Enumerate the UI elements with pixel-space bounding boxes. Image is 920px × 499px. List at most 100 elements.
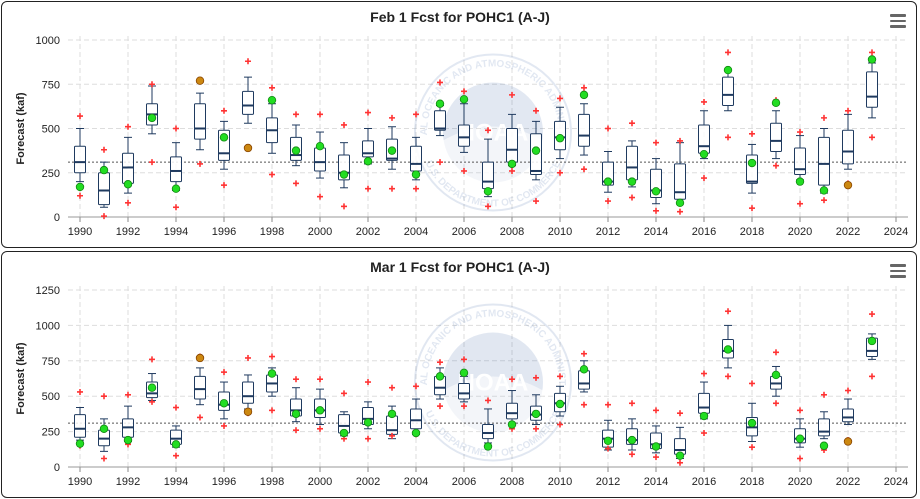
box-1993 <box>146 85 158 135</box>
x-tick-label: 2000 <box>308 226 332 238</box>
observed-point <box>99 424 109 433</box>
x-tick-label: 2018 <box>740 476 764 488</box>
observed-point <box>99 165 109 175</box>
extreme-high-marker <box>149 81 155 88</box>
x-tick-label: 2010 <box>548 226 572 238</box>
box-1995 <box>194 92 206 151</box>
observed-point <box>819 441 829 450</box>
extreme-low-marker <box>437 159 443 166</box>
extreme-high-marker <box>125 391 131 398</box>
observed-point <box>243 143 253 153</box>
observed-point <box>579 365 589 374</box>
box-1994 <box>170 425 182 448</box>
observed-point <box>459 95 469 104</box>
extreme-low-marker <box>773 400 779 407</box>
extreme-low-marker <box>293 180 299 187</box>
extreme-low-marker <box>605 198 611 205</box>
x-tick-label: 2006 <box>452 476 476 488</box>
watermark-ring <box>414 53 572 212</box>
x-tick-label: 2012 <box>596 226 620 238</box>
extreme-low-marker <box>101 213 107 220</box>
box-iqr <box>722 76 734 106</box>
x-tick-label: 2022 <box>836 476 860 488</box>
x-tick-label: 2012 <box>596 476 620 488</box>
x-tick-label: 2024 <box>884 476 908 488</box>
y-tick-label: 750 <box>42 356 60 368</box>
observed-point <box>531 409 541 419</box>
extreme-high-marker <box>533 374 539 381</box>
extreme-high-marker <box>341 121 347 128</box>
observed-point <box>699 411 709 421</box>
x-tick-label: 1992 <box>116 476 140 488</box>
y-tick-label: 1000 <box>36 320 60 332</box>
extreme-low-marker <box>581 166 587 173</box>
extreme-high-marker <box>677 137 683 144</box>
box-iqr <box>458 124 470 147</box>
box-1998 <box>266 367 278 397</box>
extreme-high-marker <box>461 356 467 363</box>
box-2021 <box>818 128 830 194</box>
extreme-high-marker <box>797 129 803 136</box>
observed-point <box>771 98 781 108</box>
extreme-low-marker <box>749 205 755 212</box>
observed-point <box>411 428 421 438</box>
extreme-high-marker <box>389 114 395 121</box>
extreme-low-marker <box>629 194 635 201</box>
box-chart-mar: Mar 1 Fcst for POHC1 (A-J)NATIONAL OCEAN… <box>2 252 908 488</box>
extreme-low-marker <box>653 454 659 461</box>
box-iqr <box>314 147 326 172</box>
box-iqr <box>362 140 374 158</box>
extreme-high-marker <box>485 127 491 134</box>
box-1991 <box>98 418 110 452</box>
box-2012 <box>602 419 614 451</box>
extreme-low-marker <box>557 169 563 176</box>
chart-menu-icon[interactable] <box>890 14 906 28</box>
x-tick-label: 2014 <box>644 226 668 238</box>
extreme-high-marker <box>749 380 755 387</box>
box-iqr <box>242 381 254 404</box>
extreme-high-marker <box>749 130 755 137</box>
extreme-low-marker <box>269 407 275 414</box>
observed-point <box>459 368 469 378</box>
extreme-low-marker <box>101 455 107 462</box>
extreme-high-marker <box>245 354 251 361</box>
extreme-low-marker <box>149 398 155 405</box>
box-iqr <box>674 163 686 200</box>
observed-point <box>339 170 349 179</box>
x-tick-label: 2000 <box>308 476 332 488</box>
observed-point <box>435 372 445 381</box>
box-1994 <box>170 142 182 191</box>
extreme-high-marker <box>845 387 851 394</box>
box-iqr <box>842 129 854 165</box>
extreme-low-marker <box>629 451 635 458</box>
x-tick-label: 1996 <box>212 476 236 488</box>
extreme-low-marker <box>653 207 659 214</box>
chart-menu-icon[interactable] <box>890 264 906 278</box>
extreme-low-marker <box>365 435 371 442</box>
x-tick-label: 2016 <box>692 226 716 238</box>
extreme-low-marker <box>533 425 539 432</box>
box-iqr <box>506 128 518 163</box>
extreme-low-marker <box>581 401 587 408</box>
observed-point <box>147 383 157 392</box>
box-iqr <box>818 418 830 437</box>
extreme-high-marker <box>221 107 227 114</box>
box-1990 <box>74 128 86 183</box>
box-2022 <box>842 398 854 426</box>
observed-point <box>219 133 229 142</box>
extreme-high-marker <box>725 49 731 56</box>
box-1997 <box>242 76 254 124</box>
observed-point <box>147 113 157 123</box>
extreme-high-marker <box>149 356 155 363</box>
x-tick-label: 2004 <box>404 476 428 488</box>
chart-title: Mar 1 Fcst for POHC1 (A-J) <box>370 259 550 275</box>
extreme-high-marker <box>869 49 875 56</box>
x-tick-label: 2016 <box>692 476 716 488</box>
box-2008 <box>506 390 518 424</box>
observed-point <box>675 198 685 208</box>
box-1999 <box>290 124 302 167</box>
extreme-low-marker <box>173 204 179 211</box>
observed-point <box>195 353 205 363</box>
x-tick-label: 1998 <box>260 226 284 238</box>
observed-point <box>771 370 781 380</box>
